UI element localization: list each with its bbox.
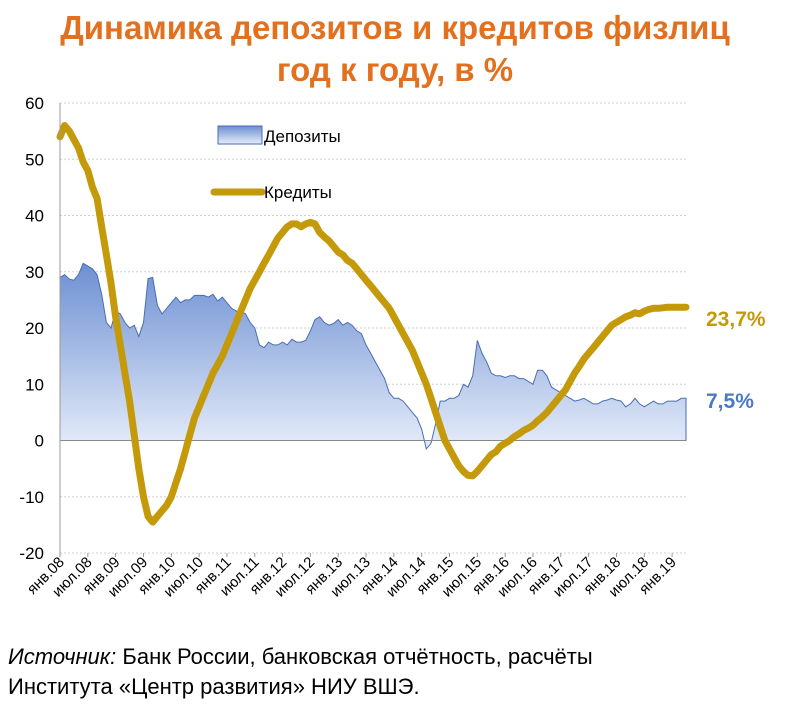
source-note: Источник: Банк России, банковская отчётн… [8,642,593,702]
y-tick-label: -10 [19,488,44,507]
legend-kredity-label: Кредиты [264,183,332,202]
y-tick-label: 40 [25,207,44,226]
chart-title-line-2: год к году, в % [276,51,514,88]
x-axis-tick-labels: янв.08июл.08янв.09июл.09янв.10июл.10янв.… [24,553,680,600]
y-tick-label: 0 [35,432,44,451]
y-tick-label: 30 [25,263,44,282]
source-label: Источник: [8,644,117,669]
legend-depozity-swatch [217,125,263,145]
y-axis-tick-labels: -20 -10 0 10 20 30 40 50 60 [19,94,44,563]
y-tick-label: 60 [25,94,44,113]
y-tick-label: 50 [25,150,44,169]
end-label-depozity: 7,5% [706,390,754,413]
source-text-line-1: Банк России, банковская отчётность, расч… [116,644,593,669]
y-tick-label: 10 [25,375,44,394]
source-text-line-2: Института «Центр развития» НИУ ВШЭ. [8,674,420,699]
chart-title-line-1: Динамика депозитов и кредитов физлиц [60,9,730,46]
y-tick-label: -20 [19,544,44,563]
legend-depozity-label: Депозиты [264,127,341,146]
series-depozity-area [59,262,687,450]
series-kredity-line [56,122,690,526]
end-label-kredity: 23,7% [706,308,766,331]
y-tick-label: 20 [25,319,44,338]
